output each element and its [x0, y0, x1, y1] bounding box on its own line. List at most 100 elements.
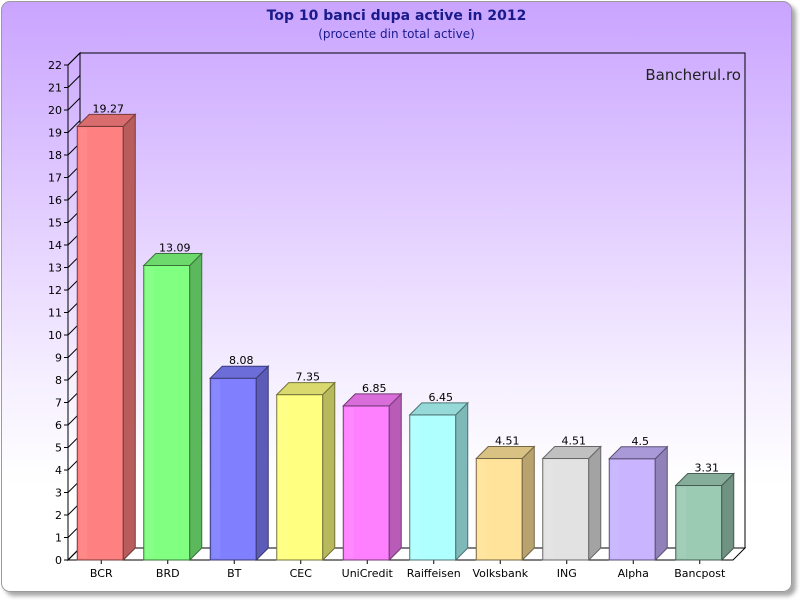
bar-side	[322, 381, 336, 562]
y-tick-label: 8	[55, 374, 62, 387]
watermark: Bancherul.ro	[645, 66, 741, 84]
bar-front	[409, 414, 457, 561]
chart-title: Top 10 banci dupa active in 2012	[266, 8, 527, 24]
x-tick-label: Alpha	[618, 567, 649, 580]
x-tick-label: BRD	[156, 567, 180, 580]
x-tick-label: Raiffeisen	[407, 567, 461, 580]
chart-frame: Top 10 banci dupa active in 2012 (procen…	[1, 1, 792, 592]
bar-side	[521, 445, 535, 562]
bar-top	[674, 473, 735, 487]
bar-top	[275, 382, 336, 396]
y-tick-depth-line	[67, 97, 81, 111]
y-tick-label: 20	[48, 104, 62, 117]
x-tick-label: CEC	[290, 567, 313, 580]
y-tick-label: 12	[48, 284, 62, 297]
data-label: 7.35	[296, 371, 321, 384]
data-label: 8.08	[229, 354, 254, 367]
bar-chart: Bancherul.ro 012345678910111213141516171…	[48, 51, 747, 580]
y-tick-label: 9	[55, 352, 62, 365]
bar-highlight	[145, 267, 154, 558]
data-label: 4.5	[632, 435, 650, 448]
x-tick-label: BT	[227, 567, 242, 580]
bar-front	[608, 458, 656, 561]
bar-highlight	[611, 460, 620, 558]
bar-top	[408, 402, 469, 416]
data-label: 13.09	[159, 241, 191, 254]
data-label: 6.85	[362, 382, 387, 395]
bar-side	[588, 445, 602, 562]
bar-bancpost	[674, 472, 735, 562]
x-tick-label: UniCredit	[342, 567, 394, 580]
bar-highlight	[544, 460, 553, 558]
y-tick-label: 15	[48, 217, 62, 230]
bar-side	[721, 472, 735, 562]
data-label: 4.51	[495, 435, 520, 448]
bar-side	[388, 392, 402, 562]
y-tick-label: 3	[55, 487, 62, 500]
bar-front	[209, 377, 257, 561]
chart-labels: 19.27 BCR 13.09 BRD 8.08 BT 7.35 CEC 6.85 UniCred…	[90, 102, 726, 580]
bar-cec	[275, 381, 336, 562]
bar-front	[143, 264, 191, 561]
bar-ing	[541, 445, 602, 562]
bar-side	[255, 364, 269, 562]
bar-brd	[142, 252, 203, 562]
y-tick-label: 18	[48, 149, 62, 162]
bar-side	[455, 401, 469, 562]
y-tick-label: 21	[48, 82, 62, 95]
y-tick-label: 13	[48, 262, 62, 275]
y-tick-label: 4	[55, 464, 62, 477]
y-tick-depth-line	[67, 52, 81, 66]
bar-raiffeisen	[408, 401, 469, 562]
y-tick-label: 1	[55, 532, 62, 545]
x-tick-label: Bancpost	[674, 567, 726, 580]
bar-side	[654, 445, 668, 562]
y-tick-label: 5	[55, 442, 62, 455]
y-tick-label: 10	[48, 329, 62, 342]
bar-top	[342, 393, 403, 407]
bar-highlight	[345, 407, 354, 558]
bar-bt	[209, 364, 270, 562]
bar-highlight	[79, 128, 88, 559]
y-tick-label: 16	[48, 194, 62, 207]
bar-top	[142, 252, 203, 266]
chart-bars	[76, 113, 735, 562]
y-tick-label: 2	[55, 509, 62, 522]
bar-top	[209, 365, 270, 379]
bar-highlight	[212, 380, 221, 558]
y-tick-label: 7	[55, 397, 62, 410]
bar-side	[189, 252, 203, 562]
bar-volksbank	[475, 445, 536, 562]
bar-front	[475, 458, 523, 561]
x-tick-label: ING	[557, 567, 577, 580]
bar-front	[276, 394, 324, 561]
bar-top	[475, 446, 536, 460]
data-label: 6.45	[429, 391, 454, 404]
bar-unicredit	[342, 392, 403, 562]
y-tick-label: 6	[55, 419, 62, 432]
bar-top	[76, 113, 137, 127]
y-tick-label: 22	[48, 59, 62, 72]
data-label: 19.27	[93, 102, 125, 115]
bar-alpha	[608, 445, 669, 562]
y-tick-label: 17	[48, 172, 62, 185]
bar-highlight	[411, 416, 420, 558]
y-tick-depth-line	[67, 75, 81, 88]
bar-highlight	[478, 460, 487, 558]
chart-subtitle: (procente din total active)	[318, 27, 475, 41]
bar-bcr	[76, 113, 137, 562]
y-tick-label: 0	[55, 554, 62, 567]
data-label: 3.31	[695, 462, 720, 475]
x-tick-label: Volksbank	[472, 567, 528, 580]
x-tick-label: BCR	[90, 567, 113, 580]
data-label: 4.51	[562, 435, 587, 448]
bar-side	[122, 113, 136, 562]
y-tick-label: 19	[48, 127, 62, 140]
bar-highlight	[278, 396, 287, 558]
y-tick-depth-line	[67, 120, 81, 133]
bar-top	[608, 446, 669, 460]
bar-front	[542, 458, 590, 561]
bar-top	[541, 446, 602, 460]
y-tick-label: 14	[48, 239, 62, 252]
bar-highlight	[677, 487, 686, 558]
